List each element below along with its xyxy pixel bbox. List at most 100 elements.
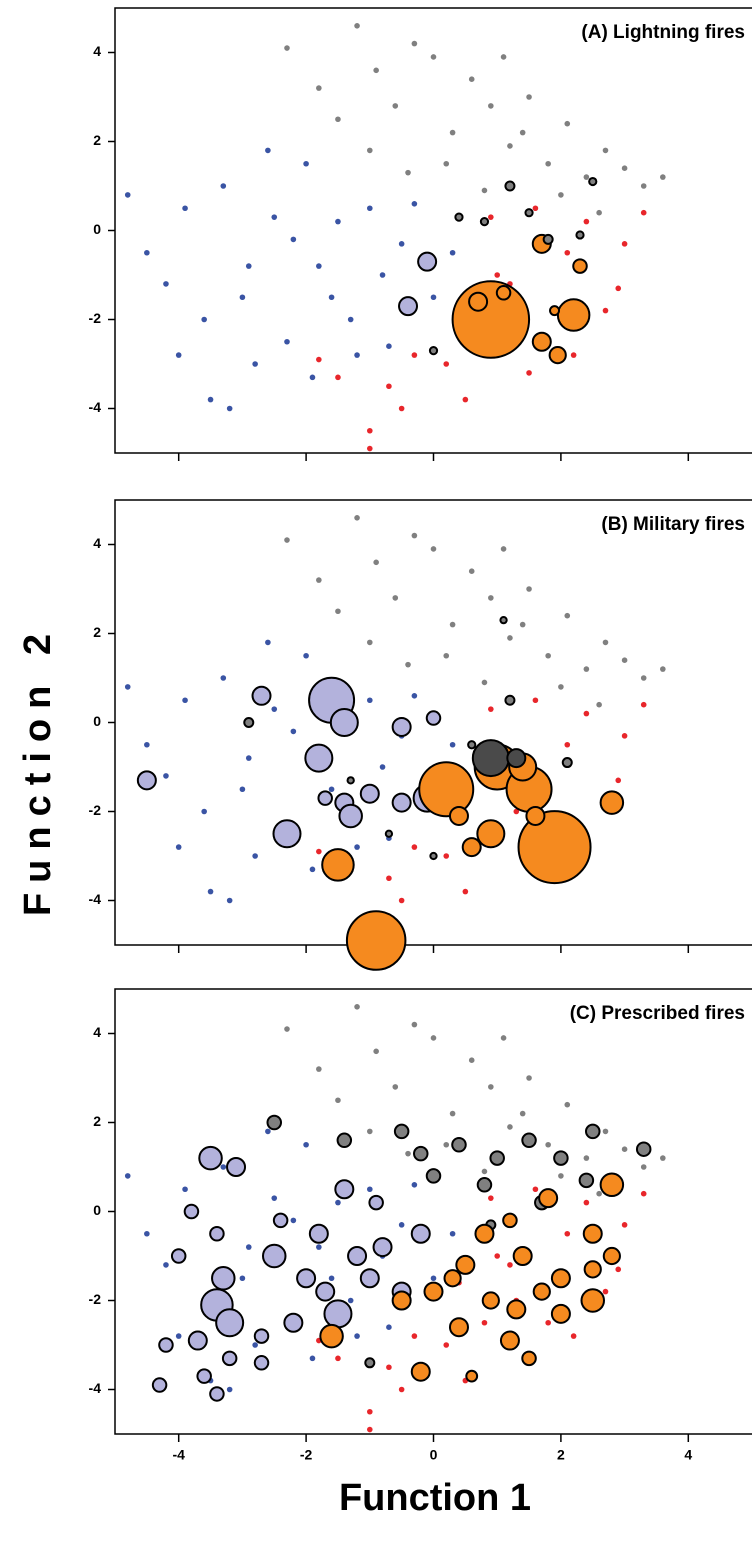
bubble <box>506 748 527 769</box>
bubble <box>553 1150 569 1166</box>
point <box>398 405 405 412</box>
point <box>411 352 418 358</box>
point <box>284 338 290 345</box>
bubble <box>413 1145 429 1162</box>
point <box>309 374 316 381</box>
bubble <box>578 1172 595 1189</box>
x-tick-label: 0 <box>430 1447 438 1463</box>
point <box>347 316 354 323</box>
bubble <box>272 1212 289 1229</box>
point <box>335 116 341 123</box>
point <box>481 1168 488 1175</box>
bubble <box>532 1282 551 1301</box>
point <box>507 1262 513 1268</box>
point <box>564 1230 571 1237</box>
bubble <box>136 770 157 791</box>
point <box>596 1190 602 1197</box>
bubble <box>561 757 573 769</box>
point <box>144 741 150 748</box>
bubble <box>506 1299 527 1320</box>
point <box>354 1333 360 1339</box>
point <box>532 1186 539 1193</box>
point <box>316 848 322 855</box>
point <box>615 1266 622 1273</box>
point <box>367 205 373 212</box>
x-tick-label: -4 <box>172 1447 185 1463</box>
point <box>144 249 150 256</box>
bubble <box>524 208 534 218</box>
point <box>507 635 513 641</box>
bubble <box>253 1355 270 1371</box>
point <box>468 76 475 82</box>
y-tick-label: -4 <box>89 891 102 907</box>
point <box>303 160 309 167</box>
bubble <box>345 910 407 971</box>
bubble <box>479 217 490 227</box>
point <box>411 1021 418 1028</box>
bubble <box>448 805 469 826</box>
point <box>405 661 411 668</box>
bubble <box>531 331 552 352</box>
bubble <box>425 1168 442 1184</box>
point <box>239 294 246 301</box>
y-tick-label: -2 <box>89 310 102 326</box>
point <box>564 120 571 127</box>
point <box>462 888 469 895</box>
y-axis-label: Function 2 <box>17 624 59 916</box>
point <box>284 1026 290 1032</box>
point <box>303 652 309 659</box>
point <box>583 218 590 225</box>
bubble <box>467 740 477 750</box>
point <box>271 214 278 220</box>
bubble <box>317 790 333 806</box>
bubble <box>315 1281 336 1302</box>
y-tick-label: 2 <box>93 132 101 148</box>
bubble <box>455 1254 476 1275</box>
point <box>621 165 628 171</box>
point <box>245 1244 252 1250</box>
bubble <box>283 1312 304 1333</box>
point <box>335 1199 341 1206</box>
plot-frame <box>114 988 752 1435</box>
bubble <box>550 1303 571 1324</box>
bubble <box>448 1317 469 1338</box>
point <box>354 844 360 850</box>
point <box>449 1230 456 1237</box>
bubble <box>262 1243 287 1269</box>
point <box>449 741 456 748</box>
point <box>265 1128 271 1135</box>
point <box>526 586 532 592</box>
bubble <box>599 1172 625 1198</box>
point <box>226 405 233 412</box>
point <box>386 1364 392 1371</box>
point <box>271 1195 278 1201</box>
bubble <box>308 1223 329 1244</box>
point <box>532 697 539 704</box>
point <box>411 1182 418 1188</box>
point <box>392 595 399 601</box>
bubble <box>391 1290 412 1311</box>
bubble <box>226 1157 247 1177</box>
point <box>545 160 551 167</box>
bubble <box>321 848 355 882</box>
y-tick-label: 2 <box>93 1113 101 1129</box>
bubble <box>548 346 567 365</box>
point <box>226 1386 233 1393</box>
point <box>545 652 551 659</box>
bubble <box>499 616 508 625</box>
bubble <box>151 1377 168 1393</box>
point <box>602 147 609 154</box>
point <box>316 263 322 269</box>
bubble <box>393 1123 410 1140</box>
point <box>252 361 258 367</box>
bubble <box>359 1268 380 1289</box>
bubble <box>550 1268 571 1289</box>
bubble <box>158 1337 174 1353</box>
point <box>449 129 456 136</box>
point <box>468 1057 475 1063</box>
point <box>488 706 494 712</box>
point <box>443 1141 450 1148</box>
point <box>640 701 647 708</box>
bubble <box>582 1223 603 1244</box>
point <box>175 352 182 358</box>
